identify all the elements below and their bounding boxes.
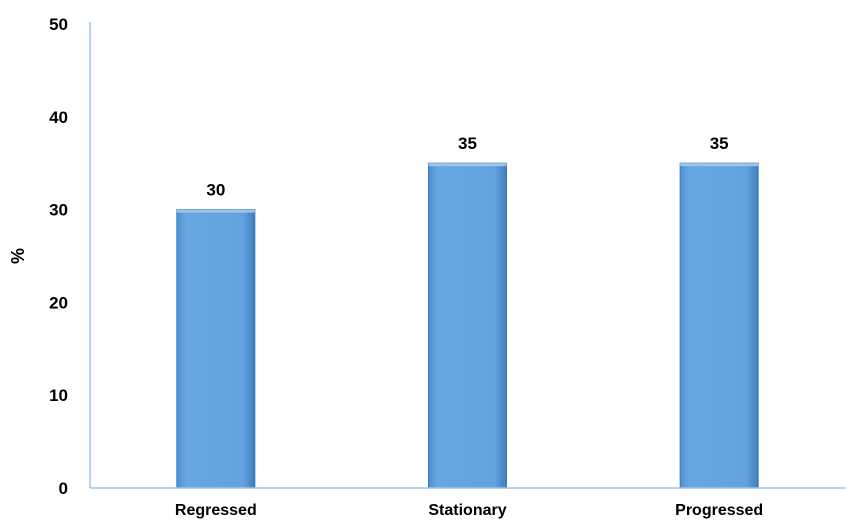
y-tick-label: 50 [49, 15, 68, 34]
y-axis-title: % [8, 248, 28, 264]
y-tick-label: 0 [59, 479, 68, 498]
y-tick-label: 30 [49, 201, 68, 220]
y-tick-label: 10 [49, 386, 68, 405]
bar-top-highlight [176, 209, 255, 213]
bar-top-highlight [680, 163, 759, 167]
bar-progressed [679, 162, 759, 489]
data-label: 35 [710, 134, 729, 153]
data-label: 30 [206, 181, 225, 200]
category-label: Regressed [175, 502, 257, 519]
bar-regressed [176, 209, 256, 489]
category-label: Stationary [428, 502, 506, 519]
bar-top-highlight [428, 163, 507, 167]
y-tick-label: 40 [49, 108, 68, 127]
y-tick-label: 20 [49, 293, 68, 312]
data-label: 35 [458, 134, 477, 153]
category-label: Progressed [675, 502, 763, 519]
bar-stationary [427, 162, 508, 489]
